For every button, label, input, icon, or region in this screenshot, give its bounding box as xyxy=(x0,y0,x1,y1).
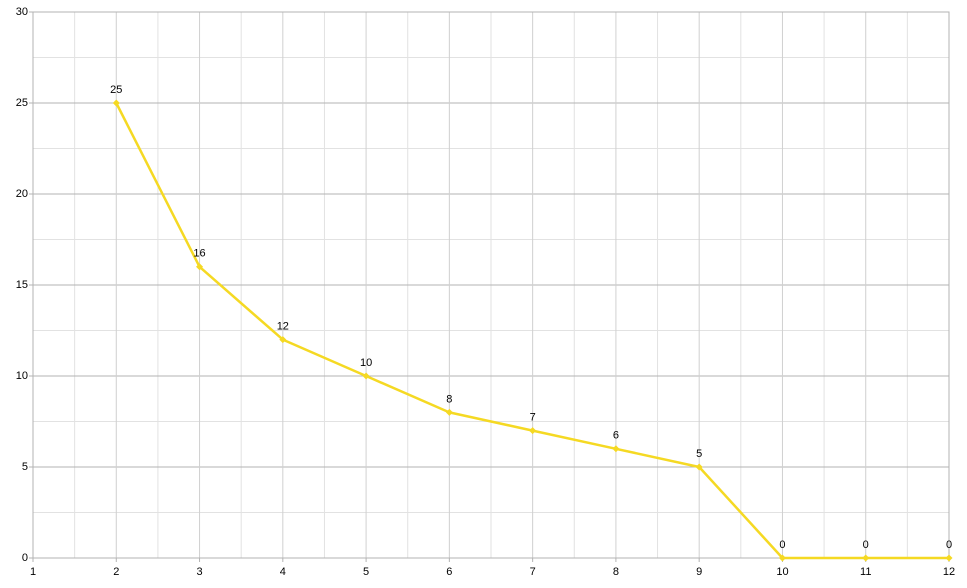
y-tick-label: 30 xyxy=(16,6,28,18)
x-tick-label: 6 xyxy=(446,566,452,578)
data-label: 0 xyxy=(863,539,869,551)
x-tick-label: 1 xyxy=(30,566,36,578)
x-tick-label: 3 xyxy=(196,566,202,578)
data-label: 0 xyxy=(779,539,785,551)
data-point xyxy=(279,336,287,344)
data-point xyxy=(945,554,953,562)
data-point xyxy=(862,554,870,562)
data-label: 6 xyxy=(613,430,619,442)
data-label: 10 xyxy=(360,357,372,369)
data-point xyxy=(778,554,786,562)
data-label: 5 xyxy=(696,448,702,460)
data-point xyxy=(529,427,537,435)
x-tick-label: 11 xyxy=(860,566,871,578)
data-label: 0 xyxy=(946,539,952,551)
data-point xyxy=(112,99,120,107)
x-tick-label: 10 xyxy=(776,566,788,578)
y-tick-label: 10 xyxy=(16,370,28,382)
data-label: 7 xyxy=(530,412,536,424)
x-tick-label: 5 xyxy=(363,566,369,578)
y-tick-label: 5 xyxy=(22,461,28,473)
x-tick-label: 12 xyxy=(943,566,955,578)
x-tick-label: 9 xyxy=(696,566,702,578)
data-label: 16 xyxy=(193,248,205,260)
data-label: 25 xyxy=(110,84,122,96)
x-tick-label: 2 xyxy=(113,566,119,578)
x-tick-label: 4 xyxy=(280,566,286,578)
x-tick-label: 8 xyxy=(613,566,619,578)
y-tick-label: 0 xyxy=(22,552,28,564)
plot-border xyxy=(32,11,950,559)
data-point xyxy=(695,463,703,471)
data-point xyxy=(362,372,370,380)
y-tick-label: 15 xyxy=(16,279,28,291)
y-tick-label: 25 xyxy=(16,97,28,109)
data-label: 8 xyxy=(446,393,452,405)
y-tick-label: 20 xyxy=(16,188,28,200)
data-point xyxy=(196,263,204,271)
data-label: 12 xyxy=(277,321,289,333)
x-tick-label: 7 xyxy=(530,566,536,578)
data-point xyxy=(445,408,453,416)
data-point xyxy=(612,445,620,453)
